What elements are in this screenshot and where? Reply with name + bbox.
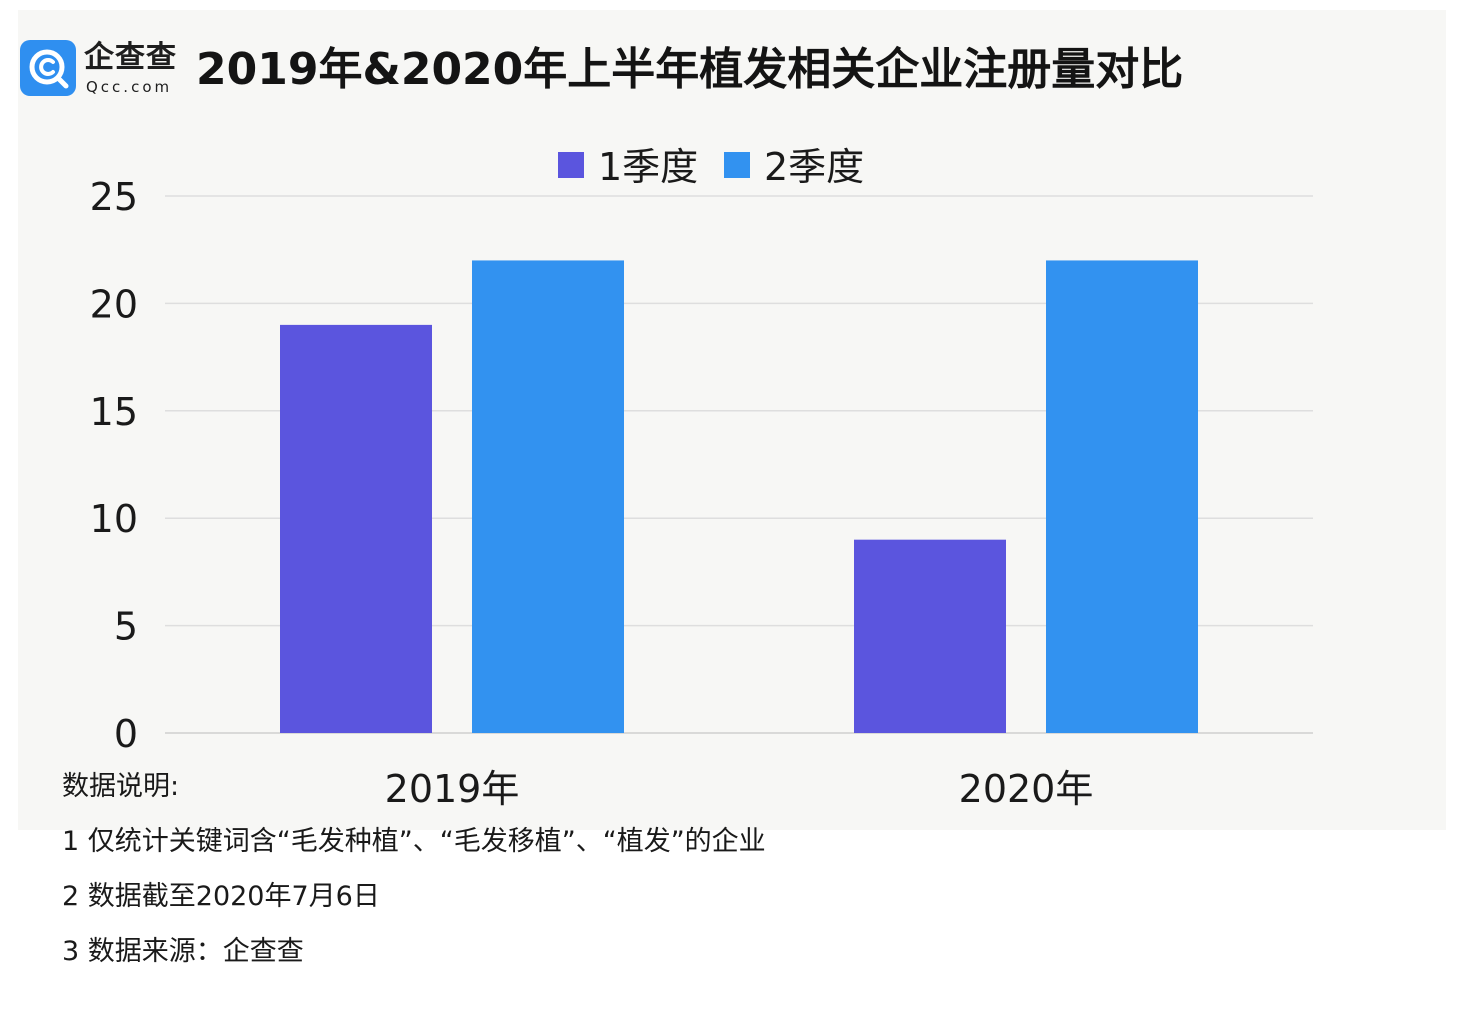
note-line-1: 1 仅统计关键词含“毛发种植”、“毛发移植”、“植发”的企业 bbox=[62, 826, 766, 857]
logo-ring bbox=[29, 49, 65, 85]
y-axis-ticks: 0 5 10 15 20 25 bbox=[90, 175, 138, 756]
chart-title: 2019年&2020年上半年植发相关企业注册量对比 bbox=[196, 44, 1184, 95]
brand-logo: 企查查 Qcc.com bbox=[20, 40, 190, 100]
legend-swatch bbox=[724, 152, 750, 178]
notes-heading: 数据说明: bbox=[62, 771, 180, 802]
legend: 1季度 2季度 bbox=[558, 145, 864, 189]
x-category-label: 2020年 bbox=[959, 767, 1094, 811]
y-tick-label: 0 bbox=[114, 712, 138, 756]
bars bbox=[280, 260, 1198, 733]
note-line-2: 2 数据截至2020年7月6日 bbox=[62, 881, 380, 912]
chart-background bbox=[18, 10, 1446, 830]
y-tick-label: 20 bbox=[90, 282, 138, 326]
y-tick-label: 10 bbox=[90, 497, 138, 541]
x-axis-categories: 2019年 2020年 bbox=[385, 767, 1094, 811]
bar-1-2 bbox=[854, 539, 1006, 733]
logo-inner-c bbox=[39, 58, 55, 76]
y-tick-label: 15 bbox=[90, 390, 138, 434]
y-tick-label: 5 bbox=[114, 605, 138, 649]
legend-label: 2季度 bbox=[764, 145, 864, 189]
y-tick-label: 25 bbox=[90, 175, 138, 219]
legend-label: 1季度 bbox=[598, 145, 698, 189]
logo-handle bbox=[55, 75, 69, 89]
bar-1-1 bbox=[280, 324, 432, 733]
bar-2-2 bbox=[1046, 260, 1198, 733]
bar-2-1 bbox=[472, 260, 624, 733]
x-category-label: 2019年 bbox=[385, 767, 520, 811]
legend-swatch bbox=[558, 152, 584, 178]
logo-name-en: Qcc.com bbox=[86, 78, 173, 96]
logo-name-cn: 企查查 bbox=[84, 40, 177, 75]
note-line-3: 3 数据来源：企查查 bbox=[62, 936, 304, 967]
qcc-logo-icon bbox=[20, 40, 76, 96]
